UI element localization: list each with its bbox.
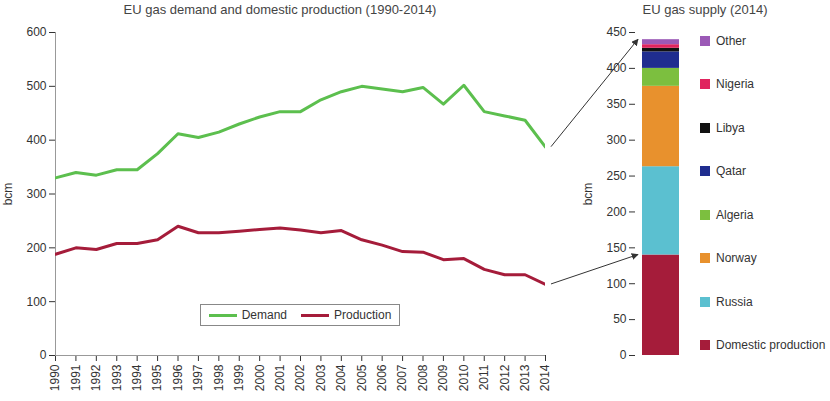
svg-text:1990: 1990 <box>48 364 62 391</box>
svg-text:100: 100 <box>26 295 46 309</box>
html-text:EU gas demand and domestic pro: EU gas demand and domestic production (1… <box>123 2 437 17</box>
svg-text:150: 150 <box>606 241 626 255</box>
svg-text:2004: 2004 <box>334 364 348 391</box>
html-text:Norway: Norway <box>716 251 757 266</box>
svg-text:2010: 2010 <box>457 364 471 391</box>
html-text:Nigeria: Nigeria <box>716 77 754 92</box>
svg-text:1991: 1991 <box>69 364 83 391</box>
html-text:Qatar: Qatar <box>716 164 746 179</box>
svg-text:2012: 2012 <box>498 364 512 391</box>
svg-text:400: 400 <box>26 133 46 147</box>
svg-text:600: 600 <box>26 25 46 39</box>
html-text:Demand: Demand <box>241 308 287 322</box>
svg-text:2003: 2003 <box>314 364 328 391</box>
svg-text:2014: 2014 <box>538 364 552 391</box>
svg-text:300: 300 <box>606 133 626 147</box>
svg-text:1995: 1995 <box>150 364 164 391</box>
svg-text:0: 0 <box>40 348 47 362</box>
svg-text:350: 350 <box>606 97 626 111</box>
svg-text:2007: 2007 <box>395 364 409 391</box>
svg-text:50: 50 <box>613 312 627 326</box>
svg-text:400: 400 <box>606 61 626 75</box>
svg-text:2009: 2009 <box>436 364 450 391</box>
svg-text:0: 0 <box>620 348 627 362</box>
html-text:Libya: Libya <box>716 120 745 135</box>
svg-text:2011: 2011 <box>477 364 491 390</box>
svg-text:100: 100 <box>606 277 626 291</box>
html-text:Algeria: Algeria <box>716 207 754 222</box>
svg-text:2013: 2013 <box>518 364 532 391</box>
svg-text:1992: 1992 <box>89 364 103 391</box>
svg-text:300: 300 <box>26 187 46 201</box>
svg-text:1994: 1994 <box>130 364 144 391</box>
svg-text:1997: 1997 <box>191 364 205 391</box>
svg-text:250: 250 <box>606 169 626 183</box>
svg-text:1999: 1999 <box>232 364 246 391</box>
html-text:Other: Other <box>716 34 746 48</box>
svg-text:2002: 2002 <box>293 364 307 391</box>
svg-text:500: 500 <box>26 79 46 93</box>
svg-text:2006: 2006 <box>375 364 389 391</box>
svg-text:bcm: bcm <box>1 183 15 206</box>
svg-text:2000: 2000 <box>253 364 267 391</box>
svg-text:bcm: bcm <box>581 183 595 206</box>
svg-text:200: 200 <box>26 241 46 255</box>
svg-text:2001: 2001 <box>273 364 287 391</box>
svg-text:1993: 1993 <box>110 364 124 391</box>
svg-text:1996: 1996 <box>171 364 185 391</box>
html-text:Domestic production: Domestic production <box>716 338 826 352</box>
svg-text:200: 200 <box>606 205 626 219</box>
svg-text:2008: 2008 <box>416 364 430 391</box>
html-text:Russia: Russia <box>716 294 753 309</box>
html-text:EU gas supply (2014): EU gas supply (2014) <box>642 2 768 17</box>
svg-text:1998: 1998 <box>212 364 226 391</box>
html-text:Production: Production <box>334 308 392 322</box>
svg-text:2005: 2005 <box>355 364 369 391</box>
svg-text:450: 450 <box>606 25 626 39</box>
